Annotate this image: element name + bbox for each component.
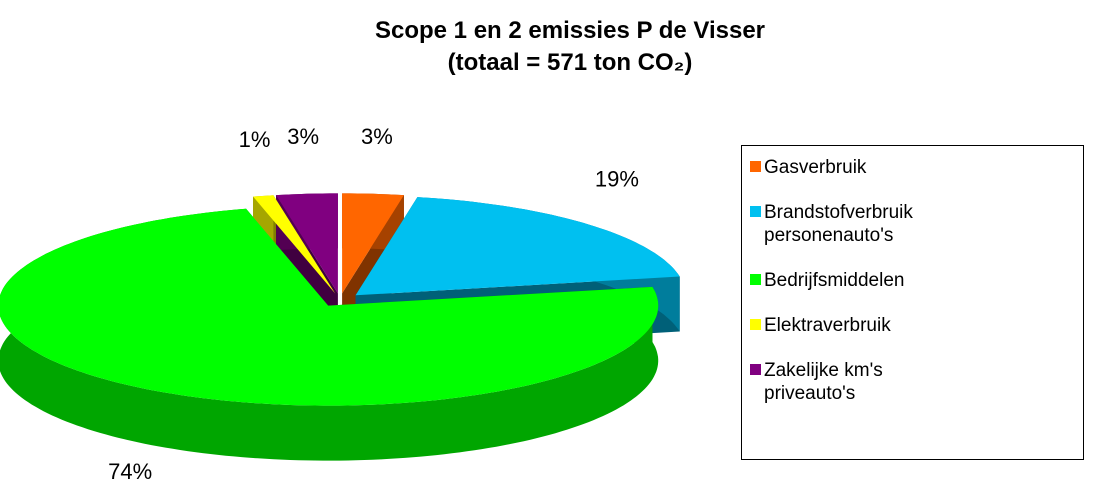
legend-label: Bedrijfsmiddelen [764,270,905,291]
legend-swatch [750,206,761,217]
legend-item: Zakelijke km's priveauto's [750,359,1083,405]
legend-swatch [750,319,761,330]
slice [0,208,659,406]
legend-item: Brandstofverbruik personenauto's [750,201,1083,247]
legend-item: Gasverbruik [750,156,1083,179]
chart-title: (totaal = 571 ton CO₂) [448,49,693,76]
data-label: 1% [239,127,271,152]
legend-item: Bedrijfsmiddelen [750,269,1083,292]
slice [253,195,336,294]
legend-swatch [750,161,761,172]
chart-title: Scope 1 en 2 emissies P de Visser [375,17,765,44]
legend-label: Zakelijke km's priveauto's [764,360,883,404]
legend-item: Elektraverbruik [750,314,1083,337]
slice [276,193,338,294]
slice [342,193,404,294]
legend: Gasverbruik Brandstofverbruik personenaut… [741,145,1084,460]
legend-swatch [750,274,761,285]
data-label: 3% [361,124,393,149]
slice [355,197,680,296]
legend-label: Gasverbruik [764,157,867,178]
data-label: 19% [595,166,639,191]
legend-label: Elektraverbruik [764,315,891,336]
data-label: 74% [108,459,152,479]
data-label: 3% [287,124,319,149]
legend-label: Brandstofverbruik personenauto's [764,202,913,246]
legend-swatch [750,364,761,375]
